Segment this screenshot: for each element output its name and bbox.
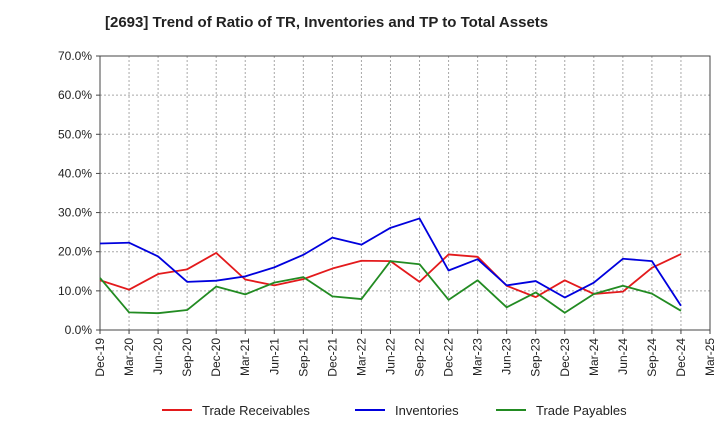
- x-tick-label: Mar-25: [703, 338, 717, 376]
- x-tick-label: Dec-20: [209, 338, 223, 377]
- y-tick-label: 10.0%: [58, 284, 92, 298]
- x-tick-label: Mar-24: [587, 338, 601, 376]
- x-tick-label: Mar-20: [122, 338, 136, 376]
- x-tick-label: Jun-20: [151, 338, 165, 375]
- x-tick-label: Dec-19: [93, 338, 107, 377]
- x-tick-label: Jun-24: [616, 338, 630, 375]
- series-line-inventories: [99, 217, 682, 307]
- legend-label: Trade Receivables: [202, 403, 310, 418]
- y-tick-label: 30.0%: [58, 206, 92, 220]
- series-line-trade-payables: [99, 260, 682, 315]
- x-tick-label: Sep-20: [180, 338, 194, 377]
- x-tick-label: Sep-24: [645, 338, 659, 377]
- x-tick-label: Jun-23: [500, 338, 514, 375]
- x-tick-label: Jun-21: [267, 338, 281, 375]
- legend-label: Inventories: [395, 403, 459, 418]
- y-tick-label: 50.0%: [58, 127, 92, 141]
- x-tick-label: Mar-22: [354, 338, 368, 376]
- x-tick-label: Dec-22: [442, 338, 456, 377]
- x-tick-label: Jun-22: [383, 338, 397, 375]
- x-tick-label: Sep-23: [529, 338, 543, 377]
- x-tick-label: Dec-23: [558, 338, 572, 377]
- legend-label: Trade Payables: [536, 403, 627, 418]
- y-tick-label: 0.0%: [65, 323, 93, 337]
- y-tick-label: 70.0%: [58, 49, 92, 63]
- x-tick-label: Sep-21: [296, 338, 310, 377]
- x-tick-label: Mar-23: [471, 338, 485, 376]
- x-tick-label: Dec-24: [674, 338, 688, 377]
- x-tick-label: Dec-21: [325, 338, 339, 377]
- x-tick-label: Mar-21: [238, 338, 252, 376]
- y-tick-label: 60.0%: [58, 88, 92, 102]
- chart-title: [2693] Trend of Ratio of TR, Inventories…: [105, 14, 549, 31]
- plot-frame: [99, 55, 711, 331]
- plot-area: [100, 56, 710, 330]
- x-tick-label: Sep-22: [413, 338, 427, 377]
- y-tick-label: 40.0%: [58, 166, 92, 180]
- y-tick-label: 20.0%: [58, 245, 92, 259]
